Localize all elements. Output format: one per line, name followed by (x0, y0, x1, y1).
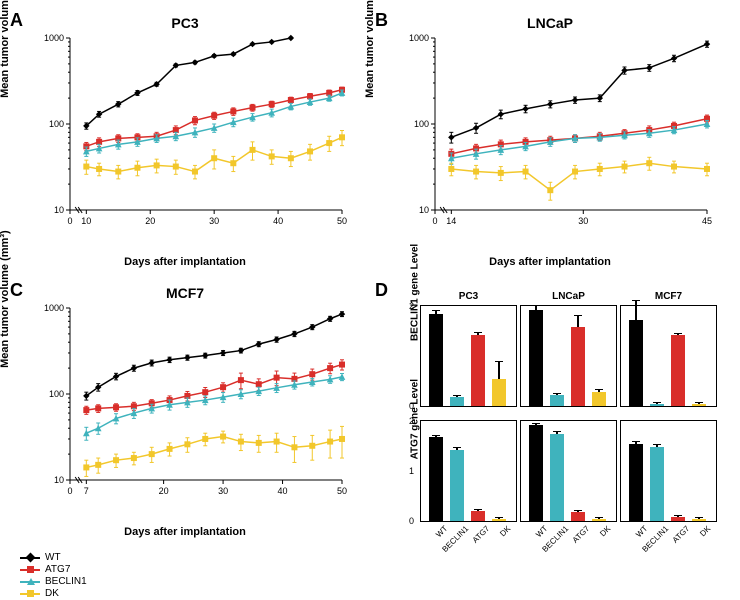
bar-pc3-beclin1-0 (450, 397, 464, 406)
panel-d-label: D (375, 280, 388, 301)
bar-subplot-lncap-1: WTBECLIN1ATG7DK (520, 420, 617, 522)
svg-text:14: 14 (446, 216, 456, 226)
svg-text:0: 0 (67, 216, 72, 226)
panel-b-ylabel: Mean tumor volume (mm³) (364, 0, 376, 98)
bar-subplot-mcf7-0: MCF7 (620, 305, 717, 407)
bar-subplot-lncap-0: LNCaP (520, 305, 617, 407)
legend-item-wt: WT (20, 552, 87, 564)
svg-text:30: 30 (578, 216, 588, 226)
panel-a-label: A (10, 10, 23, 31)
svg-text:100: 100 (49, 119, 64, 129)
panel-a-plot: 10100100001020304050 (65, 35, 345, 230)
panel-c-plot: 1010010000720304050 (65, 305, 345, 500)
svg-text:45: 45 (702, 216, 712, 226)
panel-c-ylabel: Mean tumor volume (mm³) (0, 230, 11, 368)
panel-b-plot: 1010010000143045 (430, 35, 710, 230)
bar-row-ylabel-0: BECLIN1 gene Level (410, 244, 421, 341)
panel-c-xlabel: Days after implantation (124, 526, 246, 538)
svg-text:100: 100 (414, 119, 429, 129)
bar-lncap-dk-1 (592, 519, 606, 522)
bar-row-1: ATG7 gene Level012WTBECLIN1ATG7DKWTBECLI… (420, 420, 720, 520)
bar-lncap-wt-1 (529, 425, 543, 521)
panel-a-title: PC3 (171, 15, 198, 31)
bar-sub-title-lncap: LNCaP (552, 291, 585, 302)
bar-mcf7-atg7-1 (671, 517, 685, 521)
svg-text:50: 50 (337, 486, 347, 496)
svg-text:20: 20 (145, 216, 155, 226)
svg-text:50: 50 (337, 216, 347, 226)
bar-pc3-wt-0 (429, 314, 443, 407)
svg-text:1000: 1000 (409, 33, 429, 43)
bar-mcf7-dk-0 (692, 404, 706, 407)
svg-text:10: 10 (81, 216, 91, 226)
legend-item-beclin1: BECLIN1 (20, 576, 87, 588)
bar-lncap-atg7-0 (571, 327, 585, 406)
svg-text:100: 100 (49, 389, 64, 399)
legend: WTATG7BECLIN1DK (20, 552, 87, 600)
bar-sub-title-pc3: PC3 (459, 291, 478, 302)
panel-b-label: B (375, 10, 388, 31)
bar-pc3-atg7-0 (471, 335, 485, 406)
bar-lncap-beclin1-1 (550, 434, 564, 522)
panel-d: D BECLIN1 gene LevelPC302LNCaPMCF7 ATG7 g… (375, 280, 725, 540)
bar-pc3-wt-1 (429, 437, 443, 521)
svg-text:30: 30 (209, 216, 219, 226)
panel-c-label: C (10, 280, 23, 301)
bar-lncap-beclin1-0 (550, 395, 564, 406)
svg-text:0: 0 (432, 216, 437, 226)
bar-mcf7-dk-1 (692, 519, 706, 522)
bar-mcf7-beclin1-1 (650, 447, 664, 521)
bar-lncap-dk-0 (592, 392, 606, 406)
bar-pc3-beclin1-1 (450, 450, 464, 521)
svg-text:1000: 1000 (44, 303, 64, 313)
bar-sub-title-mcf7: MCF7 (655, 291, 682, 302)
bar-mcf7-atg7-0 (671, 335, 685, 406)
panel-b-xlabel: Days after implantation (489, 256, 611, 268)
svg-text:40: 40 (278, 486, 288, 496)
svg-text:20: 20 (159, 486, 169, 496)
svg-text:10: 10 (54, 475, 64, 485)
bar-pc3-atg7-1 (471, 511, 485, 521)
svg-text:1000: 1000 (44, 33, 64, 43)
svg-text:7: 7 (84, 486, 89, 496)
panel-c-title: MCF7 (166, 285, 204, 301)
svg-text:10: 10 (419, 205, 429, 215)
panel-a-xlabel: Days after implantation (124, 256, 246, 268)
svg-text:40: 40 (273, 216, 283, 226)
panel-c: C MCF7 Mean tumor volume (mm³) 101001000… (10, 280, 360, 540)
bar-pc3-dk-0 (492, 379, 506, 407)
bar-mcf7-wt-0 (629, 320, 643, 406)
panel-b: B LNCaP Mean tumor volume (mm³) 10100100… (375, 10, 725, 270)
bar-subplot-pc3-1: 012WTBECLIN1ATG7DK (420, 420, 517, 522)
legend-item-atg7: ATG7 (20, 564, 87, 576)
svg-text:30: 30 (218, 486, 228, 496)
bar-lncap-atg7-1 (571, 512, 585, 521)
bar-subplot-mcf7-1: WTBECLIN1ATG7DK (620, 420, 717, 522)
panel-b-title: LNCaP (527, 15, 573, 31)
svg-text:0: 0 (67, 486, 72, 496)
bar-mcf7-wt-1 (629, 444, 643, 522)
bar-lncap-wt-0 (529, 310, 543, 406)
panel-a-ylabel: Mean tumor volume (mm³) (0, 0, 11, 98)
bar-subplot-pc3-0: PC302 (420, 305, 517, 407)
legend-item-dk: DK (20, 588, 87, 600)
bar-mcf7-beclin1-0 (650, 404, 664, 407)
figure-grid: A PC3 Mean tumor volume (mm³) 1010010000… (10, 10, 730, 540)
svg-text:10: 10 (54, 205, 64, 215)
bar-pc3-dk-1 (492, 519, 506, 522)
panel-a: A PC3 Mean tumor volume (mm³) 1010010000… (10, 10, 360, 270)
bar-row-0: BECLIN1 gene LevelPC302LNCaPMCF7 (420, 305, 720, 405)
